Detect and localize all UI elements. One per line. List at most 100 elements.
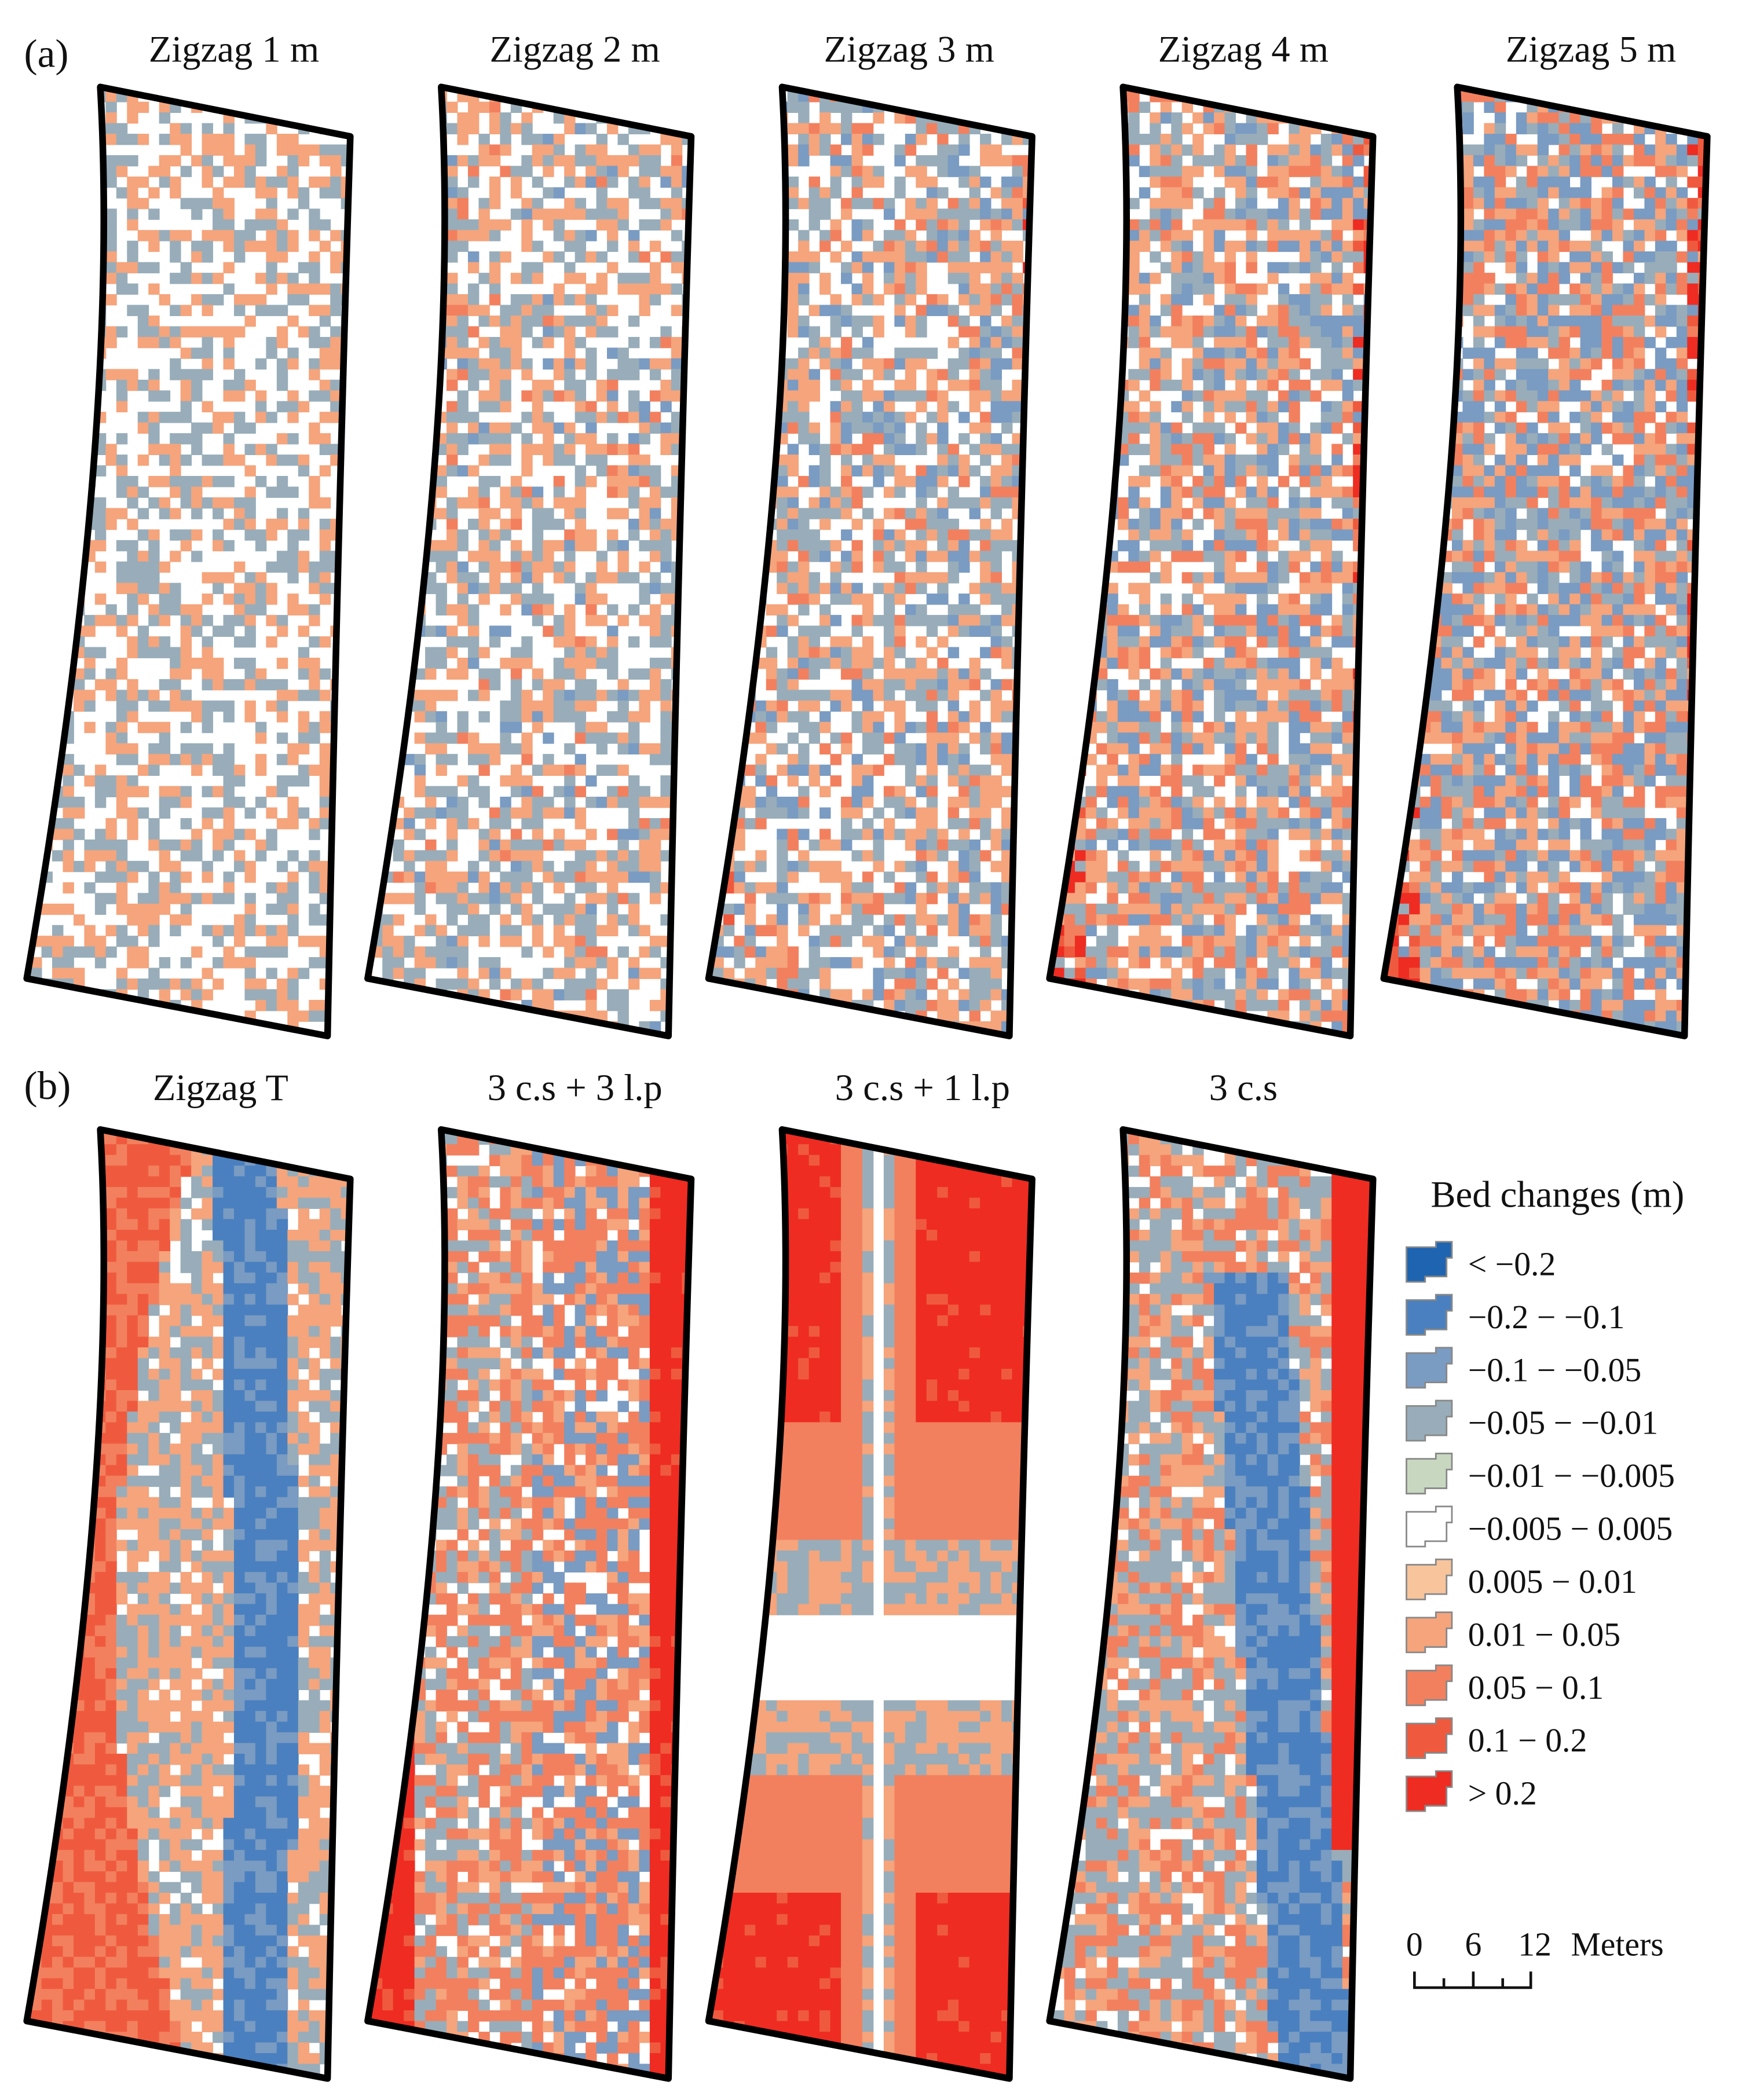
raster-cell — [31, 412, 42, 423]
raster-cell — [105, 455, 117, 466]
raster-cell — [649, 336, 661, 349]
raster-cell — [382, 497, 394, 509]
raster-cell — [31, 711, 42, 723]
raster-cell — [607, 262, 619, 274]
raster-cell — [862, 786, 874, 797]
raster-cell — [159, 155, 171, 167]
raster-cell — [819, 551, 831, 562]
raster-cell — [159, 850, 171, 862]
raster-cell — [532, 711, 544, 723]
raster-cell — [425, 390, 437, 402]
raster-cell — [244, 989, 256, 1000]
raster-cell — [202, 358, 213, 370]
raster-cell — [467, 978, 480, 990]
raster-cell — [127, 957, 138, 969]
raster-cell — [127, 551, 138, 562]
raster-cell — [41, 91, 53, 102]
raster-cell — [404, 101, 415, 113]
raster-cell — [990, 754, 1002, 765]
raster-cell — [693, 743, 704, 754]
raster-cell — [841, 839, 852, 851]
raster-cell — [1033, 251, 1044, 262]
raster-cell — [841, 529, 852, 541]
raster-cell — [478, 316, 490, 327]
raster-cell — [73, 347, 85, 359]
raster-cell — [489, 379, 501, 391]
raster-cell — [937, 743, 949, 755]
raster-cell — [27, 529, 32, 541]
raster-cell — [628, 711, 640, 723]
raster-cell — [202, 593, 213, 605]
raster-cell — [478, 582, 490, 595]
raster-cell — [969, 187, 981, 199]
raster-cell — [266, 925, 277, 937]
raster-cell — [1001, 807, 1013, 819]
raster-cell — [808, 144, 821, 156]
raster-cell — [1033, 284, 1044, 295]
raster-cell — [586, 529, 597, 541]
raster-cell — [266, 839, 277, 851]
raster-cell — [660, 775, 672, 787]
raster-cell — [808, 540, 821, 552]
raster-cell — [596, 187, 608, 199]
raster-cell — [447, 529, 458, 541]
raster-cell — [170, 786, 181, 797]
raster-cell — [969, 197, 981, 210]
raster-cell — [766, 647, 778, 658]
raster-cell — [693, 305, 704, 316]
raster-cell — [755, 754, 767, 765]
raster-cell — [607, 711, 619, 723]
raster-cell — [660, 87, 672, 92]
raster-cell — [467, 294, 480, 306]
raster-cell — [744, 283, 756, 295]
raster-cell — [851, 316, 863, 327]
raster-cell — [777, 797, 788, 808]
raster-cell — [586, 914, 597, 926]
raster-cell — [947, 486, 960, 498]
raster-cell — [798, 540, 810, 552]
raster-cell — [447, 893, 458, 904]
raster-cell — [382, 518, 394, 530]
raster-cell — [883, 732, 895, 744]
raster-cell — [980, 197, 991, 210]
raster-cell — [798, 401, 810, 413]
raster-cell — [521, 775, 533, 787]
raster-cell — [712, 219, 724, 231]
raster-cell — [671, 262, 683, 274]
raster-cell — [41, 775, 53, 787]
raster-cell — [723, 711, 735, 723]
raster-cell — [84, 390, 96, 402]
raster-cell — [649, 668, 661, 680]
raster-cell — [958, 775, 970, 787]
raster-cell — [266, 91, 277, 102]
raster-cell — [352, 754, 363, 765]
raster-cell — [223, 700, 235, 712]
raster-cell — [467, 379, 480, 391]
raster-cell — [31, 700, 42, 712]
raster-cell — [1001, 486, 1013, 498]
raster-cell — [532, 882, 544, 894]
raster-cell — [766, 379, 778, 391]
raster-cell — [980, 305, 991, 316]
raster-cell — [244, 604, 256, 616]
raster-cell — [27, 700, 32, 712]
raster-cell — [63, 764, 74, 776]
raster-cell — [532, 551, 544, 562]
raster-cell — [564, 936, 576, 947]
raster-cell — [191, 508, 203, 519]
raster-cell — [371, 711, 383, 723]
raster-cell — [575, 433, 587, 445]
raster-cell — [330, 176, 342, 188]
raster-cell — [990, 593, 1002, 605]
raster-cell — [712, 518, 724, 530]
raster-cell — [276, 679, 288, 691]
raster-cell — [564, 989, 576, 1000]
raster-cell — [639, 401, 650, 413]
raster-cell — [266, 903, 277, 915]
raster-cell — [41, 134, 53, 145]
raster-cell — [298, 91, 310, 102]
raster-cell — [447, 422, 458, 434]
raster-cell — [862, 123, 874, 134]
raster-cell — [575, 208, 587, 220]
raster-cell — [170, 914, 181, 926]
